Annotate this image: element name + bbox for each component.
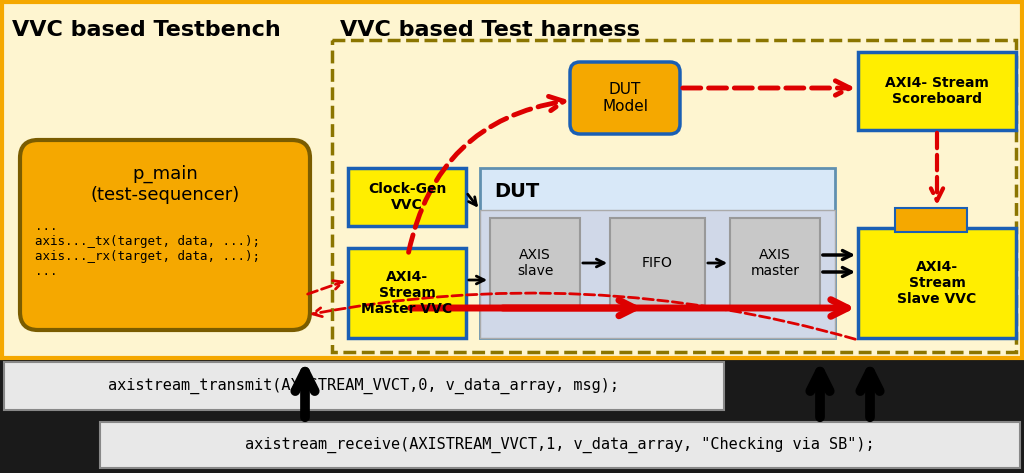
Bar [4,362,724,410]
Text: ...
axis..._tx(target, data, ...);
axis..._rx(target, data, ...);
...: ... axis..._tx(target, data, ...); axis.… [35,220,260,278]
FancyBboxPatch shape [20,140,310,330]
Text: AXIS
slave: AXIS slave [517,248,553,278]
Bar [2,2,1022,358]
Bar [895,208,967,232]
Text: AXI4- Stream
Scoreboard: AXI4- Stream Scoreboard [885,76,989,106]
Bar [490,218,580,308]
Text: axistream_transmit(AXISTREAM_VVCT,0, v_data_array, msg);: axistream_transmit(AXISTREAM_VVCT,0, v_d… [109,378,620,394]
Bar [610,218,705,308]
Text: Clock-Gen
VVC: Clock-Gen VVC [368,182,446,212]
Text: AXI4-
Stream
Slave VVC: AXI4- Stream Slave VVC [897,260,977,306]
Bar [348,168,466,226]
Text: DUT: DUT [494,182,540,201]
Bar [0,358,1024,418]
Bar [348,248,466,338]
Bar [100,422,1020,468]
Text: p_main
(test-sequencer): p_main (test-sequencer) [90,165,240,204]
Text: FIFO: FIFO [642,256,673,270]
Text: AXI4-
Stream
Master VVC: AXI4- Stream Master VVC [361,270,453,316]
Bar [858,52,1016,130]
Bar [480,168,835,338]
Bar [730,218,820,308]
FancyBboxPatch shape [570,62,680,134]
Bar [332,40,1016,352]
Text: VVC based Test harness: VVC based Test harness [340,20,640,40]
Text: VVC based Testbench: VVC based Testbench [12,20,281,40]
Text: axistream_receive(AXISTREAM_VVCT,1, v_data_array, "Checking via SB");: axistream_receive(AXISTREAM_VVCT,1, v_da… [245,437,874,453]
Bar [480,210,835,338]
Text: DUT
Model: DUT Model [602,82,648,114]
Bar [858,228,1016,338]
Bar [0,418,1024,473]
Text: AXIS
master: AXIS master [751,248,800,278]
